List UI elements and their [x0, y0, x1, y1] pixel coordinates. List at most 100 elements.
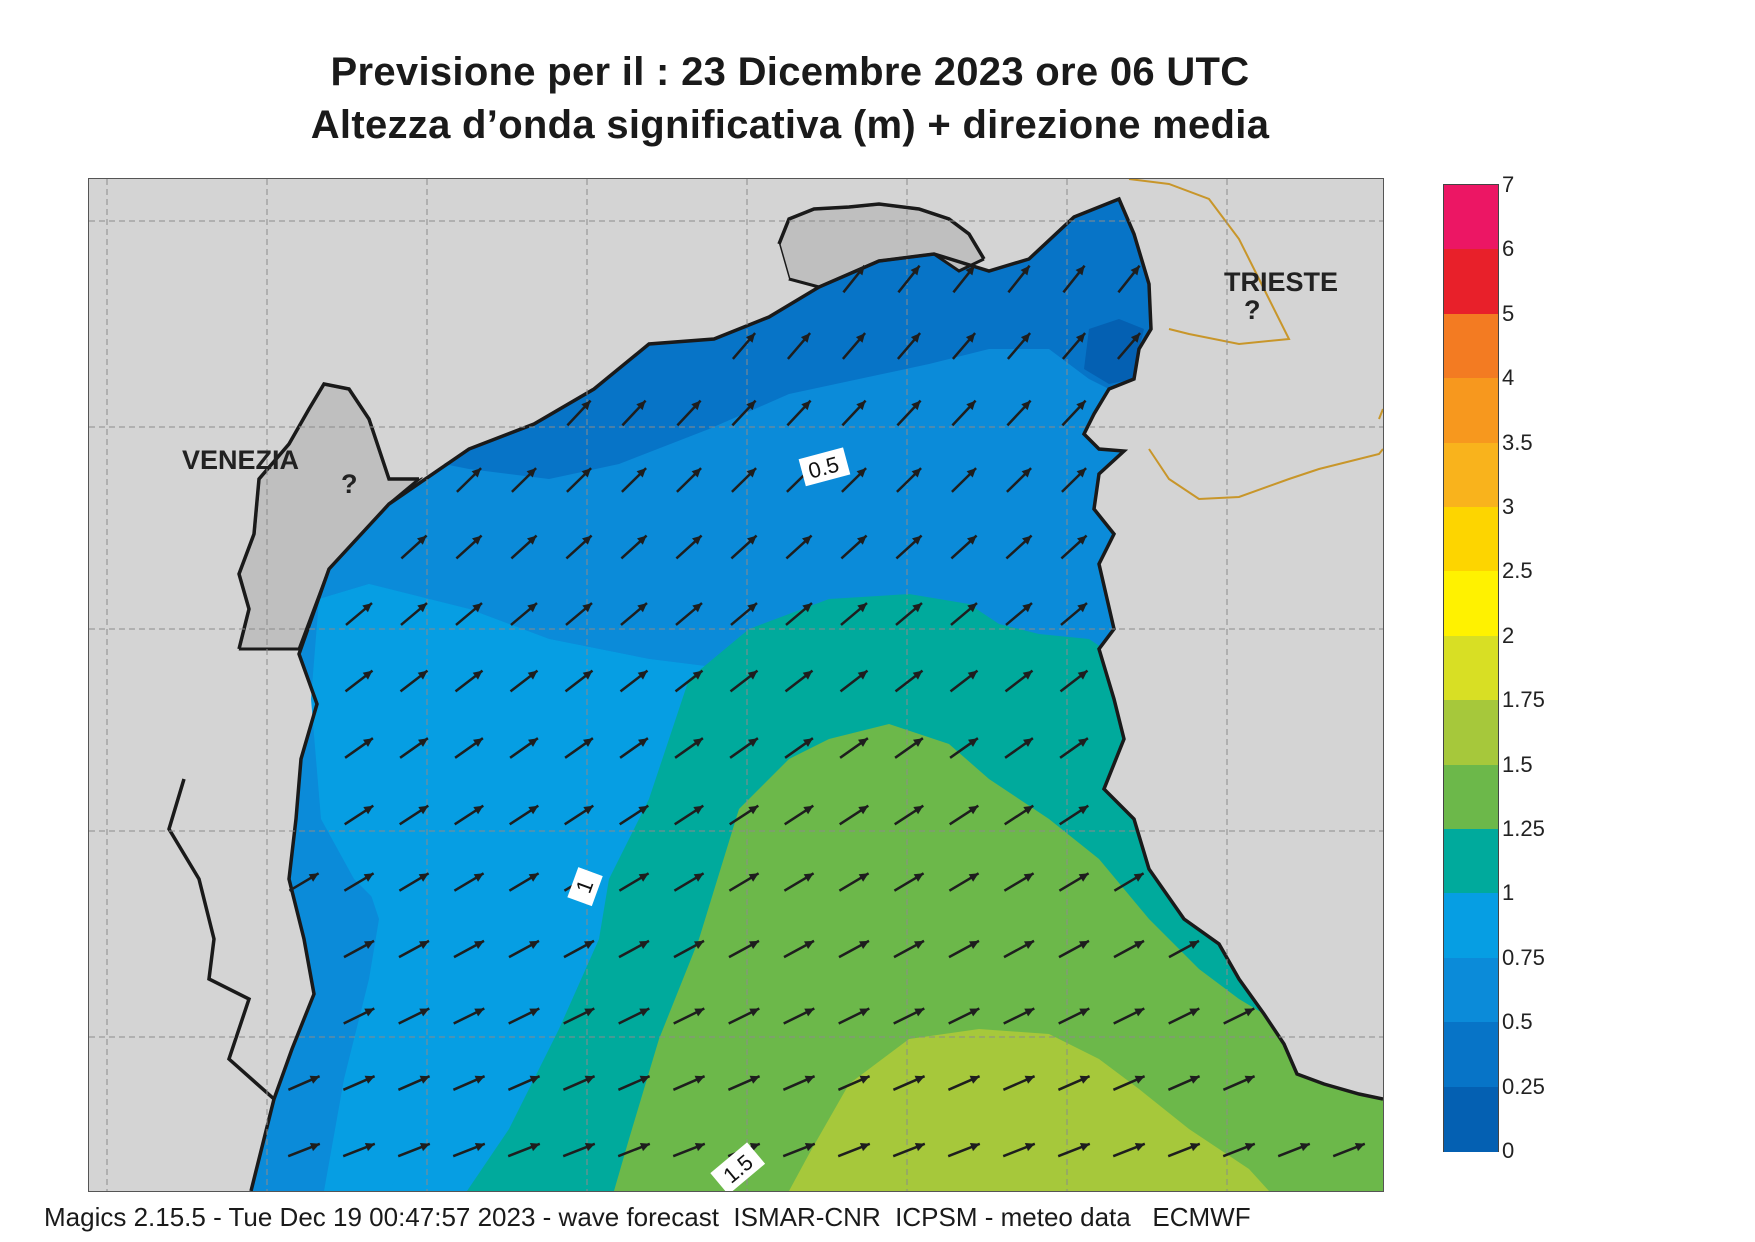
legend-tick-label: 1.25 [1502, 816, 1545, 841]
city-label-trieste: TRIESTE [1224, 267, 1338, 297]
arrow-head-icon [1078, 873, 1089, 882]
arrow-head-icon [747, 603, 757, 613]
arrow-head-icon [1023, 805, 1034, 815]
arrow-head-icon [913, 738, 923, 747]
arrow-head-icon [694, 1075, 705, 1084]
arrow-head-icon [1189, 940, 1199, 949]
arrow-head-icon [858, 738, 868, 747]
legend-band [1444, 442, 1498, 508]
city-label-venezia: VENEZIA [182, 445, 299, 475]
arrow-head-icon [637, 670, 648, 680]
arrow-head-icon [417, 535, 427, 545]
arrow-head-icon [1079, 1143, 1090, 1152]
arrow-head-icon [364, 1075, 375, 1084]
arrow-head-icon [1078, 805, 1089, 815]
arrow-head-icon [418, 738, 428, 747]
arrow-head-icon [363, 738, 373, 747]
arrow-head-icon [419, 940, 429, 949]
arrow-head-icon [1134, 1008, 1145, 1017]
arrow-head-icon [309, 1143, 320, 1152]
arrow-head-icon [911, 400, 921, 411]
legend-tick-label: 4 [1502, 365, 1515, 391]
arrow-head-icon [1020, 265, 1030, 276]
arrow-head-icon [473, 873, 484, 882]
legend-band [1444, 249, 1498, 315]
legend-tick-label: 0.75 [1502, 944, 1545, 970]
arrow-head-icon [529, 1008, 540, 1017]
arrow-head-icon [803, 738, 813, 747]
arrow-head-icon [309, 1075, 320, 1084]
arrow-head-icon [417, 670, 428, 680]
arrow-head-icon [638, 738, 648, 747]
arrow-head-icon [859, 1143, 870, 1152]
arrow-head-icon [692, 670, 703, 680]
arrow-head-icon [859, 1075, 870, 1084]
arrow-head-icon [472, 603, 482, 613]
arrow-head-icon [969, 1075, 980, 1084]
arrow-head-icon [637, 535, 647, 545]
arrow-head-icon [967, 535, 977, 545]
arrow-head-icon [584, 1075, 595, 1084]
arrow-head-icon [969, 1143, 980, 1152]
arrow-head-icon [912, 603, 922, 613]
arrow-head-icon [802, 535, 812, 545]
sea-band-0-0.25 [1084, 319, 1144, 384]
arrow-head-icon [474, 1143, 485, 1152]
arrow-head-icon [803, 873, 814, 882]
arrow-head-icon [749, 1075, 760, 1084]
arrow-head-icon [363, 805, 374, 815]
arrow-head-icon [1189, 1143, 1200, 1152]
arrow-head-icon [694, 1143, 705, 1152]
arrow-head-icon [1079, 1075, 1090, 1084]
arrow-head-icon [910, 265, 920, 276]
color-legend [1443, 184, 1499, 1152]
map-subtitle: Altezza d’onda significativa (m) + direz… [310, 103, 1270, 147]
arrow-head-icon [419, 1143, 430, 1152]
legend-tick-label: 5 [1502, 300, 1515, 326]
arrow-head-icon [965, 333, 976, 343]
arrow-head-icon [967, 670, 978, 680]
arrow-head-icon [364, 1143, 375, 1152]
arrow-head-icon [638, 805, 649, 815]
arrow-head-icon [1079, 1008, 1090, 1017]
arrow-head-icon [581, 468, 592, 478]
contour-label-0.5: 0.5 [798, 447, 851, 487]
graticule [89, 179, 1383, 1191]
arrow-head-icon [639, 1075, 650, 1084]
land-north [89, 179, 1383, 1191]
arrow-head-icon [748, 738, 758, 747]
arrow-head-icon [528, 805, 539, 815]
arrow-head-icon [912, 670, 923, 680]
arrow-head-icon [967, 603, 977, 613]
arrow-head-icon [747, 670, 758, 680]
arrow-head-icon [857, 535, 867, 545]
arrow-head-icon [529, 1143, 540, 1152]
arrow-head-icon [968, 738, 978, 747]
arrow-head-icon [692, 603, 702, 613]
arrow-head-icon [856, 468, 867, 478]
arrow-head-icon [1299, 1143, 1310, 1152]
legend-band [1444, 1022, 1498, 1088]
arrow-head-icon [639, 1008, 650, 1017]
arrow-head-icon [749, 1008, 760, 1017]
arrow-head-icon [1134, 1143, 1145, 1152]
arrow-head-icon [526, 468, 537, 478]
arrow-head-icon [1020, 333, 1031, 343]
legend-band [1444, 893, 1498, 959]
arrow-head-icon [804, 940, 814, 949]
contour-label-1: 1 [567, 867, 603, 907]
arrow-head-icon [968, 805, 979, 815]
arrow-head-icon [1189, 1008, 1200, 1017]
arrow-head-icon [859, 940, 869, 949]
legend-band [1444, 507, 1498, 572]
arrow-head-icon [804, 1008, 815, 1017]
arrow-head-icon [1075, 265, 1085, 276]
arrow-head-icon [910, 333, 921, 343]
legend-tick-label: 3.5 [1502, 429, 1533, 455]
arrow-head-icon [1189, 1075, 1200, 1084]
arrow-head-icon [474, 1075, 485, 1084]
arrow-head-icon [1244, 1075, 1255, 1084]
arrow-head-icon [693, 805, 704, 815]
arrow-head-icon [1023, 873, 1034, 882]
map-canvas: 0.5 1 1.5 VENEZIA ? TRIESTE ? [89, 179, 1383, 1191]
